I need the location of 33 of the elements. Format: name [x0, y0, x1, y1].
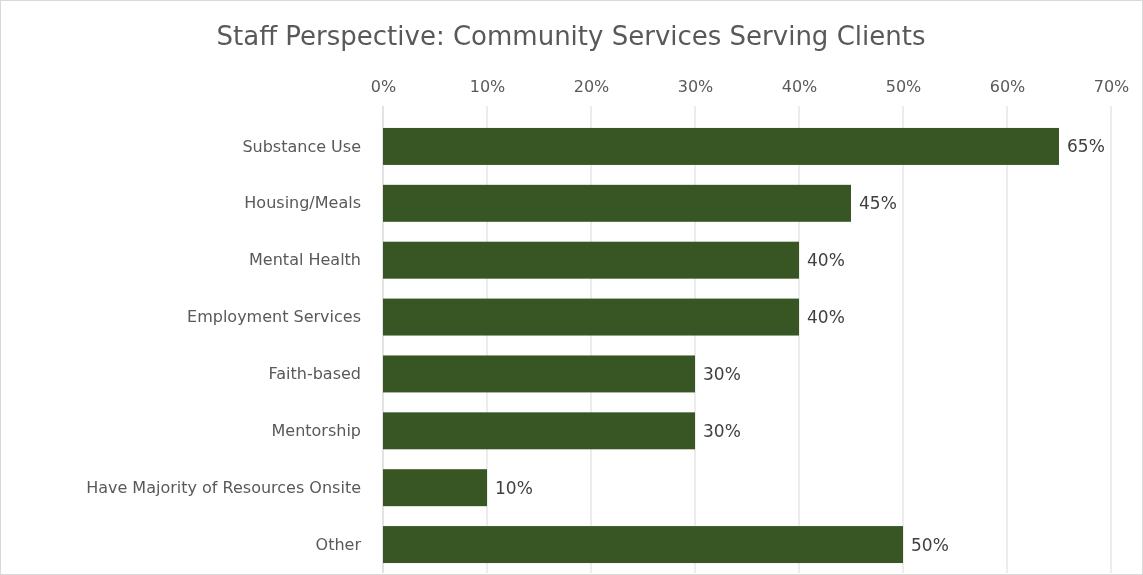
y-tick-label: Faith-based [268, 364, 361, 384]
x-tick-label: 40% [781, 77, 818, 96]
y-tick-label: Housing/Meals [244, 193, 361, 213]
x-tick-label: 20% [573, 77, 610, 96]
x-tick-label: 10% [469, 77, 506, 96]
x-tick-label: 30% [677, 77, 714, 96]
x-tick-label: 60% [989, 77, 1026, 96]
y-tick-label: Substance Use [242, 136, 361, 156]
y-tick-label: Employment Services [187, 307, 361, 327]
x-tick-label: 70% [1093, 77, 1130, 96]
bar [383, 298, 799, 336]
x-tick-label: 0% [370, 77, 397, 96]
data-label: 30% [703, 363, 741, 384]
data-label: 40% [807, 250, 845, 271]
bar [383, 184, 851, 222]
y-tick-label: Mental Health [249, 250, 361, 270]
chart-title: Staff Perspective: Community Services Serving Clients [216, 21, 926, 51]
bar [383, 127, 1059, 165]
data-label: 45% [859, 193, 897, 214]
bar [383, 355, 695, 393]
data-label: 40% [807, 307, 845, 328]
x-tick-label: 50% [885, 77, 922, 96]
data-label: 30% [703, 420, 741, 441]
y-tick-label: Have Majority of Resources Onsite [86, 477, 361, 497]
data-label: 50% [911, 534, 949, 555]
y-tick-label: Other [315, 534, 362, 554]
y-tick-label: Mentorship [271, 420, 361, 440]
bar [383, 469, 487, 507]
bar [383, 241, 799, 279]
bar [383, 412, 695, 450]
data-label: 65% [1067, 136, 1105, 157]
bar [383, 526, 903, 564]
data-label: 10% [495, 477, 533, 498]
